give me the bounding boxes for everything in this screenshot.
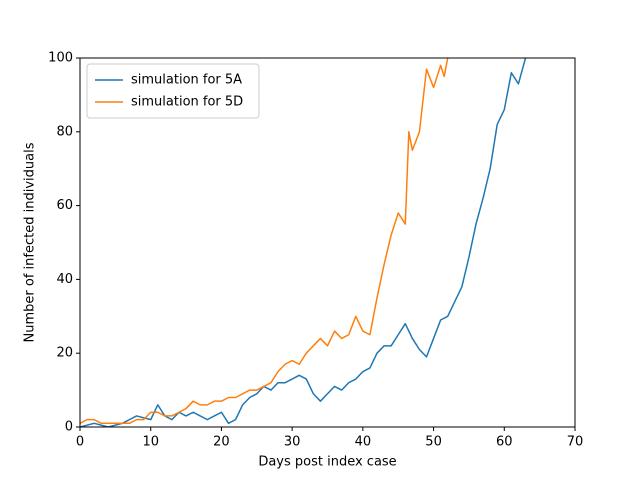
x-tick-label: 40 [355,435,372,450]
x-tick-label: 70 [567,435,584,450]
y-tick-label: 20 [56,346,73,361]
x-tick-label: 20 [213,435,230,450]
legend-box [86,63,260,119]
y-tick-label: 60 [56,198,73,213]
y-axis-label: Number of infected individuals [23,142,38,342]
x-tick-label: 10 [142,435,159,450]
legend-label: simulation for 5D [131,95,243,110]
plot-area [80,58,527,427]
x-tick-label: 50 [425,435,442,450]
y-tick-label: 0 [65,420,73,435]
x-axis-label: Days post index case [258,455,396,470]
x-tick-label: 60 [496,435,513,450]
y-tick-label: 80 [56,124,73,139]
axes-frame [79,57,576,428]
legend-label: simulation for 5A [131,73,242,88]
y-tick-label: 100 [48,51,73,66]
x-tick-label: 0 [76,435,84,450]
series-line [80,58,527,427]
x-tick-label: 30 [284,435,301,450]
series-line [80,58,449,425]
y-tick-label: 40 [56,272,73,287]
